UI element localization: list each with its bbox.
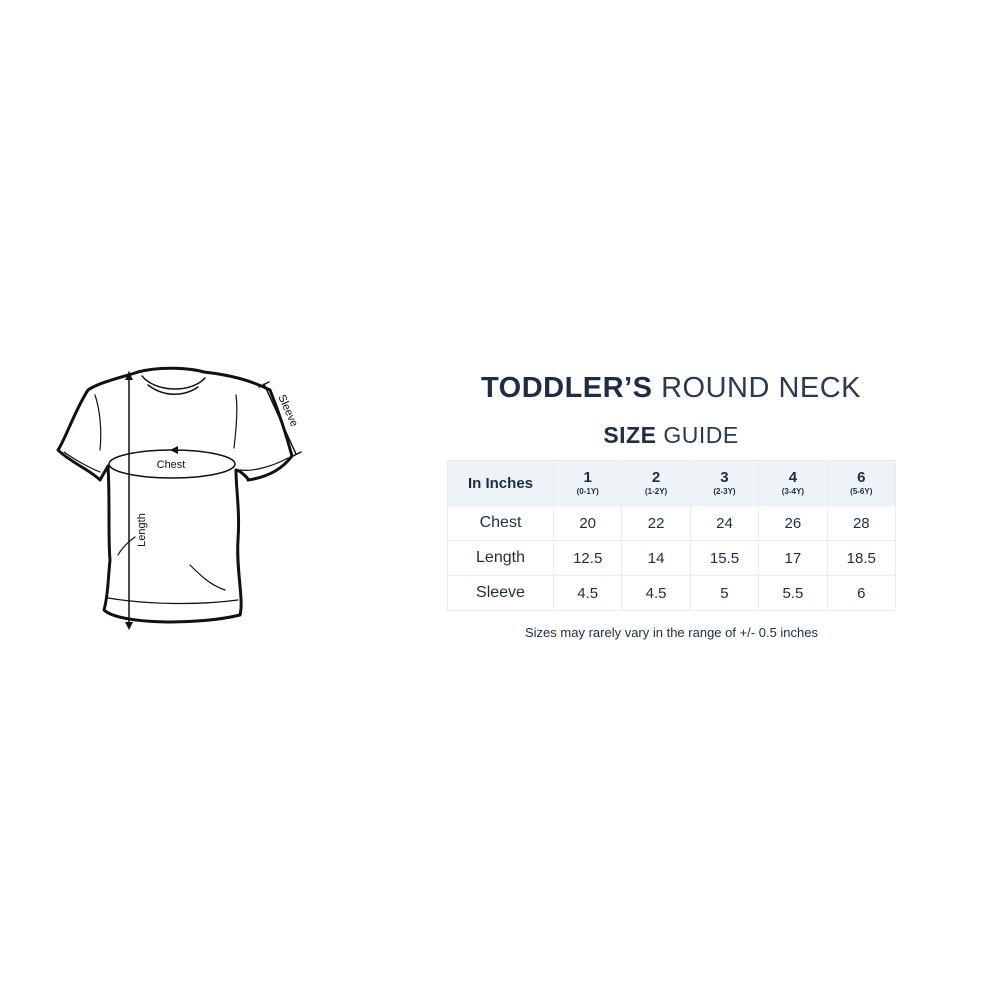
size: 3 bbox=[720, 468, 729, 486]
arrow-icon bbox=[125, 372, 133, 380]
sleeve-measure bbox=[263, 383, 297, 455]
table-cell: 20 bbox=[552, 505, 623, 541]
age: (2-3Y) bbox=[713, 486, 736, 496]
arrow-icon bbox=[125, 622, 133, 630]
table-cell: 4.5 bbox=[621, 575, 691, 611]
size-table: In Inches 1 (0-1Y) 2 (1-2Y) 3 (2-3Y) 4 (3-4Y… bbox=[447, 460, 897, 611]
row-label: Chest bbox=[447, 505, 554, 541]
size: 1 bbox=[583, 468, 592, 486]
table-header-row: In Inches 1 (0-1Y) 2 (1-2Y) 3 (2-3Y) 4 (3-4Y… bbox=[447, 460, 897, 506]
shirt-outline bbox=[56, 366, 294, 624]
table-cell: 5.5 bbox=[758, 575, 828, 611]
age: (5-6Y) bbox=[850, 486, 873, 496]
table-cell: 4.5 bbox=[552, 575, 623, 611]
size-header: 1 (0-1Y) bbox=[552, 460, 623, 506]
table-cell: 17 bbox=[758, 540, 828, 576]
arrow-icon bbox=[170, 446, 178, 454]
size: 4 bbox=[788, 468, 798, 486]
size: 6 bbox=[857, 468, 866, 486]
length-label: Length bbox=[136, 513, 148, 547]
title-light: ROUND NECK bbox=[661, 372, 862, 404]
subtitle-bold: SIZE bbox=[603, 422, 657, 448]
size-note: Sizes may rarely vary in the range of +/… bbox=[525, 625, 818, 640]
table-cell: 22 bbox=[621, 505, 691, 541]
folds bbox=[63, 394, 289, 605]
table-cell: 15.5 bbox=[689, 540, 760, 576]
age: (0-1Y) bbox=[576, 486, 599, 496]
size: 2 bbox=[651, 468, 661, 486]
table-cell: 28 bbox=[826, 505, 897, 541]
table-cell: 18.5 bbox=[826, 540, 897, 576]
size-header: 6 (5-6Y) bbox=[826, 460, 897, 506]
table-cell: 5 bbox=[689, 575, 760, 611]
table-cell: 26 bbox=[758, 505, 828, 541]
row-label: Sleeve bbox=[447, 575, 554, 611]
tshirt-diagram: Chest Length Sleeve bbox=[56, 366, 302, 630]
table-cell: 12.5 bbox=[552, 540, 623, 576]
chest-label: Chest bbox=[157, 459, 186, 471]
header-label: In Inches bbox=[447, 460, 554, 506]
size-header: 3 (2-3Y) bbox=[689, 460, 760, 506]
table-row: Chest 20 22 24 26 28 bbox=[447, 505, 897, 541]
age: (1-2Y) bbox=[644, 486, 668, 496]
subtitle-light: GUIDE bbox=[663, 422, 739, 448]
table-cell: 6 bbox=[826, 575, 897, 611]
age: (3-4Y) bbox=[781, 486, 804, 496]
size-header: 4 (3-4Y) bbox=[758, 460, 828, 506]
table-row: Sleeve 4.5 4.5 5 5.5 6 bbox=[447, 575, 897, 611]
page-subtitle: SIZE GUIDE bbox=[447, 422, 895, 449]
title-bold: TODDLER’S bbox=[480, 372, 653, 404]
size-header: 2 (1-2Y) bbox=[621, 460, 691, 506]
table-cell: 14 bbox=[621, 540, 691, 576]
collar bbox=[141, 375, 206, 395]
table-cell: 24 bbox=[689, 505, 760, 541]
page-title: TODDLER’S ROUND NECK bbox=[447, 372, 895, 405]
table-row: Length 12.5 14 15.5 17 18.5 bbox=[447, 540, 897, 576]
row-label: Length bbox=[447, 540, 554, 576]
